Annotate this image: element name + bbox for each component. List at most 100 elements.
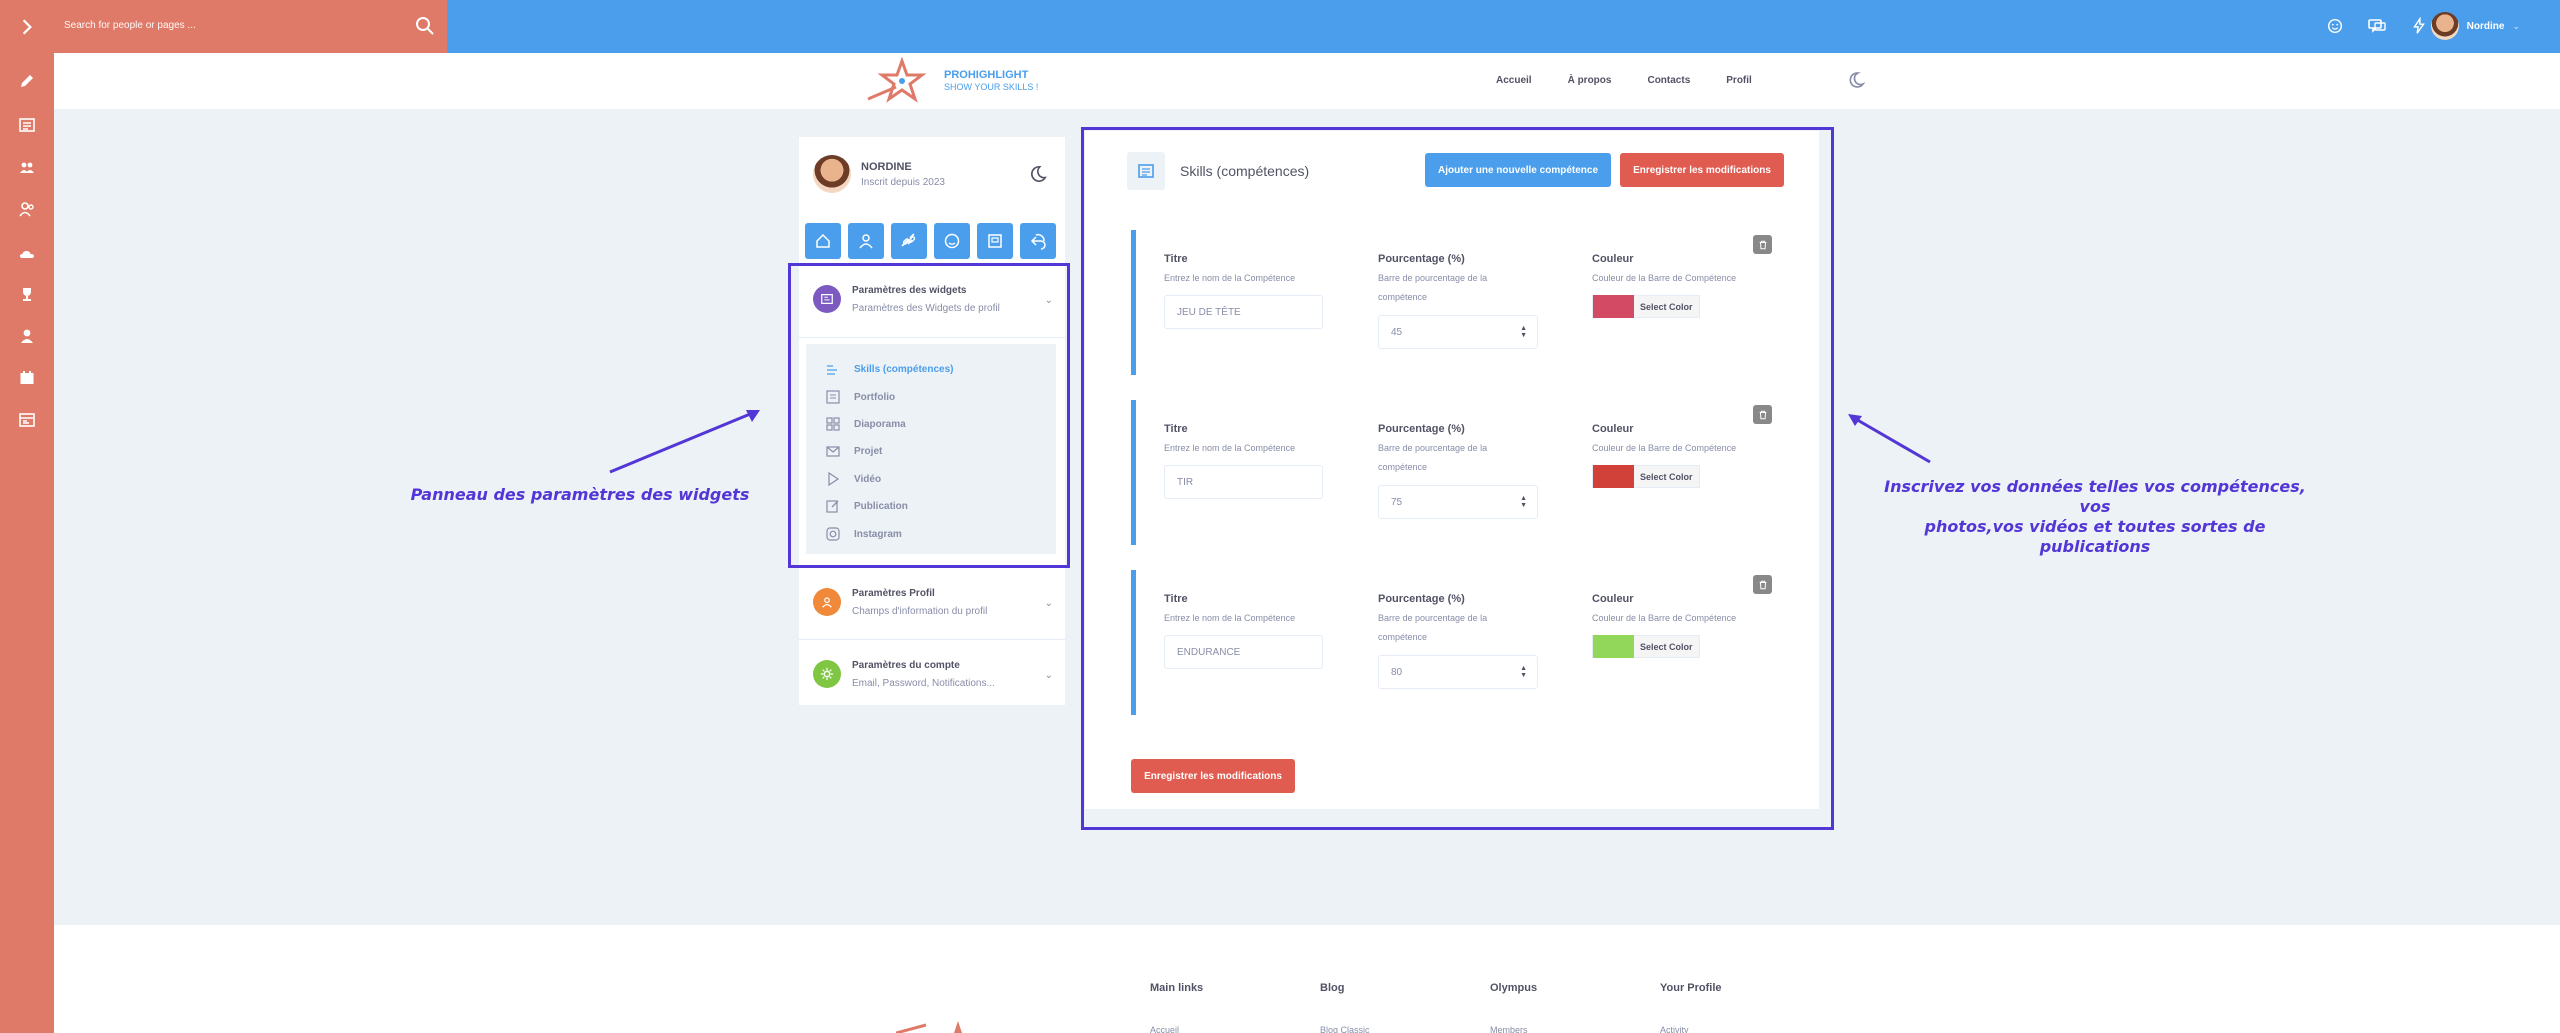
photos-button[interactable] (977, 223, 1013, 259)
account-settings-title: Paramètres du compte (852, 660, 960, 671)
skill-percent-input[interactable]: 75 ▲ ▼ (1378, 485, 1538, 519)
account-settings-accordion[interactable]: Paramètres du compte Email, Password, No… (799, 639, 1065, 712)
sidebar-item-groups[interactable] (15, 155, 39, 179)
search-icon[interactable] (413, 14, 437, 38)
title-hint: Entrez le nom de la Compétence (1164, 613, 1296, 623)
sidebar-item-calendar[interactable] (15, 366, 39, 390)
notifications-button[interactable] (2408, 15, 2430, 37)
widgets-panel-highlight (788, 263, 1070, 568)
sidebar-item-weather[interactable] (15, 242, 39, 266)
sidebar-item-publication[interactable]: Publication (826, 499, 908, 513)
sidebar-item-friends[interactable] (15, 197, 39, 221)
search-bar[interactable]: Search for people or pages ... (54, 0, 447, 53)
widgets-submenu: Skills (compétences) Portfolio Diaporama… (806, 344, 1056, 554)
delete-skill-button[interactable] (1753, 405, 1772, 424)
skills-title: Skills (compétences) (1180, 163, 1310, 179)
widgets-settings-accordion[interactable]: Paramètres des widgets Paramètres des Wi… (799, 265, 1065, 337)
chevron-down-icon[interactable]: ⌄ (1044, 598, 1053, 609)
link-button[interactable] (891, 223, 927, 259)
widgets-settings-subtitle: Paramètres des Widgets de profil (852, 303, 1000, 314)
nav-accueil[interactable]: Accueil (1496, 75, 1532, 86)
link-icon (901, 233, 916, 247)
delete-skill-button[interactable] (1753, 235, 1772, 254)
sidebar-item-portfolio[interactable]: Portfolio (826, 390, 895, 404)
color-picker[interactable]: Select Color (1592, 295, 1700, 318)
skill-entry-1: Titre Entrez le nom de la Compétence JEU… (1131, 230, 1772, 375)
sidebar-item-video[interactable]: Vidéo (826, 472, 881, 486)
profile-settings-subtitle: Champs d'information du profil (852, 606, 988, 617)
spinner-icon[interactable]: ▲ ▼ (1520, 325, 1527, 339)
site-header: PROHIGHLIGHT SHOW YOUR SKILLS ! Accueil … (54, 53, 2560, 109)
color-field-group: Couleur Couleur de la Barre de Compétenc… (1592, 593, 1736, 628)
footer-link[interactable]: Members (1490, 1025, 1528, 1033)
sidebar-item-instagram[interactable]: Instagram (826, 527, 902, 541)
group-icon (20, 162, 34, 173)
title-hint: Entrez le nom de la Compétence (1164, 443, 1296, 453)
profile-settings-title: Paramètres Profil (852, 588, 935, 599)
sidebar-item-skills[interactable]: Skills (compétences) (826, 362, 953, 376)
spinner-icon[interactable]: ▲ ▼ (1520, 495, 1527, 509)
sidebar-toggle-button[interactable] (0, 0, 54, 53)
footer-link[interactable]: Activity (1660, 1025, 1689, 1033)
footer-logo-icon (896, 1021, 962, 1033)
percent-field-group: Pourcentage (%) Barre de pourcentage de … (1378, 423, 1487, 477)
skills-card: Skills (compétences) Ajouter une nouvell… (1085, 131, 1819, 809)
chevron-down-icon[interactable]: ⌄ (1044, 295, 1053, 306)
search-input[interactable]: Search for people or pages ... (64, 20, 196, 31)
skill-title-input[interactable]: JEU DE TÊTE (1164, 295, 1323, 329)
color-picker[interactable]: Select Color (1592, 465, 1700, 488)
messages-button[interactable] (2366, 15, 2388, 37)
skills-header-icon (1127, 152, 1165, 190)
profile-settings-icon (813, 588, 841, 616)
profile-button[interactable] (848, 223, 884, 259)
sidebar-item-diaporama[interactable]: Diaporama (826, 417, 906, 431)
skill-percent-input[interactable]: 45 ▲ ▼ (1378, 315, 1538, 349)
user-menu[interactable]: Nordine ⌄ (2430, 12, 2520, 40)
sidebar-item-edit[interactable] (15, 69, 39, 93)
profile-settings-accordion[interactable]: Paramètres Profil Champs d'information d… (799, 567, 1065, 640)
skill-title-input[interactable]: ENDURANCE (1164, 635, 1323, 669)
annotation-left: Panneau des paramètres des widgets (410, 485, 750, 504)
spinner-icon[interactable]: ▲ ▼ (1520, 665, 1527, 679)
logo[interactable]: PROHIGHLIGHT SHOW YOUR SKILLS ! (866, 57, 1038, 105)
logout-button[interactable] (1020, 223, 1056, 259)
moon-icon[interactable] (1029, 165, 1047, 183)
sidebar-item-badges[interactable] (15, 282, 39, 306)
chevron-down-icon[interactable]: ⌄ (1044, 670, 1053, 681)
sidebar-item-profile[interactable] (15, 324, 39, 348)
sidebar-item-projet[interactable]: Projet (826, 444, 882, 458)
footer-link[interactable]: Accueil (1150, 1025, 1180, 1033)
moon-icon[interactable] (1846, 70, 1866, 90)
star-logo-icon (867, 57, 927, 103)
add-skill-button[interactable]: Ajouter une nouvelle compétence (1425, 153, 1611, 187)
nav-profil[interactable]: Profil (1726, 75, 1752, 86)
color-field-group: Couleur Couleur de la Barre de Compétenc… (1592, 253, 1736, 288)
friends-button[interactable] (934, 223, 970, 259)
title-label: Titre (1164, 253, 1188, 265)
color-label: Couleur (1592, 253, 1634, 265)
color-label: Couleur (1592, 423, 1634, 435)
title-label: Titre (1164, 423, 1188, 435)
chat-icon (2368, 19, 2386, 33)
friend-requests-button[interactable] (2324, 15, 2346, 37)
footer-link[interactable]: Blog Classic (1320, 1025, 1370, 1033)
smiley-icon (2327, 18, 2343, 34)
save-bottom-button[interactable]: Enregistrer les modifications (1131, 759, 1295, 793)
nav-a-propos[interactable]: À propos (1567, 75, 1612, 86)
skill-title-input[interactable]: TIR (1164, 465, 1323, 499)
annotation-right: Inscrivez vos données telles vos compéte… (1884, 477, 2306, 556)
skill-percent-input[interactable]: 80 ▲ ▼ (1378, 655, 1538, 689)
home-button[interactable] (805, 223, 841, 259)
sidebar-item-browser[interactable] (15, 408, 39, 432)
color-field-group: Couleur Couleur de la Barre de Compétenc… (1592, 423, 1736, 458)
trash-icon (1759, 580, 1766, 589)
color-picker[interactable]: Select Color (1592, 635, 1700, 658)
chevron-down-icon: ⌄ (2512, 20, 2520, 31)
delete-skill-button[interactable] (1753, 575, 1772, 594)
save-top-button[interactable]: Enregistrer les modifications (1620, 153, 1784, 187)
title-hint: Entrez le nom de la Compétence (1164, 273, 1296, 283)
nav-contacts[interactable]: Contacts (1647, 75, 1691, 86)
sidebar-item-news[interactable] (15, 113, 39, 137)
avatar (2430, 12, 2459, 40)
color-hint: Couleur de la Barre de Compétence (1592, 613, 1737, 623)
